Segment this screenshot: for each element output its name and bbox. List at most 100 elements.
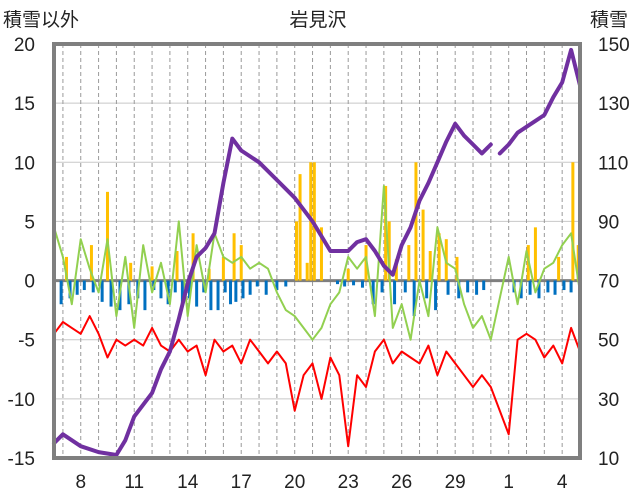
gridlines: [54, 43, 581, 459]
left-tick-label: -15: [8, 449, 35, 470]
sunshine-bar: [75, 280, 79, 295]
precipitation-bar: [414, 162, 418, 281]
left-tick-label: 5: [24, 212, 35, 233]
chart-title: 岩見沢: [289, 9, 346, 31]
x-tick-label: 8: [75, 472, 86, 493]
right-tick-label: 70: [598, 272, 619, 293]
right-tick-label: 50: [598, 331, 619, 352]
precipitation-bar: [437, 233, 441, 281]
sunshine-bar: [434, 280, 438, 311]
x-tick-label: 14: [177, 472, 199, 493]
temp_max-line: [53, 184, 581, 341]
precipitation-bar: [533, 227, 537, 281]
right-tick-label: 30: [598, 390, 619, 411]
right-tick-label: 10: [598, 449, 619, 470]
right-axis-ticks: 150 130 110 90 70 50 30 10: [598, 35, 630, 470]
sunshine-bar: [275, 280, 279, 291]
right-tick-label: 90: [598, 212, 619, 233]
precipitation-bar: [319, 227, 323, 281]
precipitation-bar: [571, 162, 575, 281]
left-tick-label: 0: [24, 272, 35, 293]
precipitation-bar: [221, 256, 225, 281]
sunshine-bar: [466, 280, 470, 293]
precipitation-bar: [129, 262, 133, 281]
sunshine-bar: [482, 280, 486, 291]
x-tick-label: 20: [284, 472, 305, 493]
precipitation-bar: [191, 233, 195, 281]
right-axis-title: 積雪: [590, 9, 628, 31]
precipitation-bar: [105, 191, 109, 281]
sunshine-bar: [412, 280, 416, 317]
sunshine-bar: [343, 280, 347, 287]
precipitation-bar: [294, 221, 298, 281]
sunshine-bar: [216, 280, 220, 311]
left-axis-ticks: 20 15 10 5 0 -5 -10 -15: [8, 35, 35, 470]
precipitation-bar: [557, 256, 561, 281]
sunshine-bar: [371, 280, 375, 305]
sunshine-bar: [68, 280, 72, 299]
sunshine-bar: [188, 280, 192, 299]
sunshine-bar: [173, 280, 177, 293]
sunshine-bar: [229, 280, 233, 305]
x-tick-label: 26: [391, 472, 412, 493]
sunshine-bar: [457, 280, 461, 299]
sunshine-bar: [562, 280, 566, 291]
sunshine-bar: [91, 280, 95, 293]
precipitation-bar: [239, 245, 243, 281]
x-tick-label: 29: [445, 472, 466, 493]
sunshine-bar: [143, 280, 147, 311]
sunshine-bar: [195, 280, 199, 307]
precipitation-bar: [421, 209, 425, 281]
sunshine-bar: [82, 280, 86, 291]
sunshine-bar: [537, 280, 541, 299]
sunshine-bar: [255, 280, 259, 287]
sunshine-bar: [336, 280, 340, 285]
sunshine-bar: [546, 280, 550, 293]
left-tick-label: 15: [14, 94, 35, 115]
sunshine-bar: [519, 280, 523, 299]
sunshine-bar: [475, 280, 479, 295]
sunshine-bar: [352, 280, 356, 286]
sunshine-bar: [234, 280, 238, 302]
left-tick-label: 10: [14, 153, 35, 174]
left-tick-label: 20: [14, 35, 35, 56]
sunshine-bar: [393, 280, 397, 305]
precipitation-bar: [428, 251, 432, 281]
precipitation-bar: [175, 251, 179, 281]
left-axis-title: 積雪以外: [3, 9, 79, 31]
sunshine-bar: [241, 280, 245, 299]
precipitation-bar: [64, 256, 68, 281]
precipitation-bar: [150, 266, 154, 281]
sunshine-bar: [403, 280, 407, 293]
left-tick-label: -10: [8, 390, 35, 411]
x-tick-label: 11: [124, 472, 144, 493]
x-axis-ticks: 8 11 14 17 20 23 26 29 1 4: [75, 472, 567, 493]
precipitation-bar: [407, 245, 411, 281]
sunshine-bar: [59, 280, 63, 305]
precipitation-bar: [455, 256, 459, 281]
precipitation-bar: [394, 259, 398, 281]
sunshine-bar: [180, 280, 184, 307]
x-tick-label: 4: [557, 472, 568, 493]
sunshine-bar: [209, 280, 213, 311]
snow_depth-line: [52, 47, 582, 457]
precipitation-bar: [387, 221, 391, 281]
sunshine-bar: [264, 280, 268, 295]
sunshine-bar: [100, 280, 104, 302]
precipitation-bar: [232, 233, 236, 281]
sunshine-bar: [159, 280, 163, 299]
right-tick-label: 130: [598, 94, 630, 115]
precipitation-bar: [305, 262, 309, 281]
sunshine-bar: [425, 280, 429, 299]
precipitation-bar: [89, 245, 93, 281]
sunshine-bar: [248, 280, 252, 295]
x-tick-label: 1: [503, 472, 514, 493]
precipitation-bar: [298, 174, 302, 281]
sunshine-bar: [360, 280, 364, 288]
sunshine-bar: [569, 280, 573, 293]
plot-frame: [52, 42, 582, 460]
sunshine-bar: [446, 280, 450, 295]
sunshine-bar: [380, 280, 384, 293]
sunshine-bar: [553, 280, 557, 295]
